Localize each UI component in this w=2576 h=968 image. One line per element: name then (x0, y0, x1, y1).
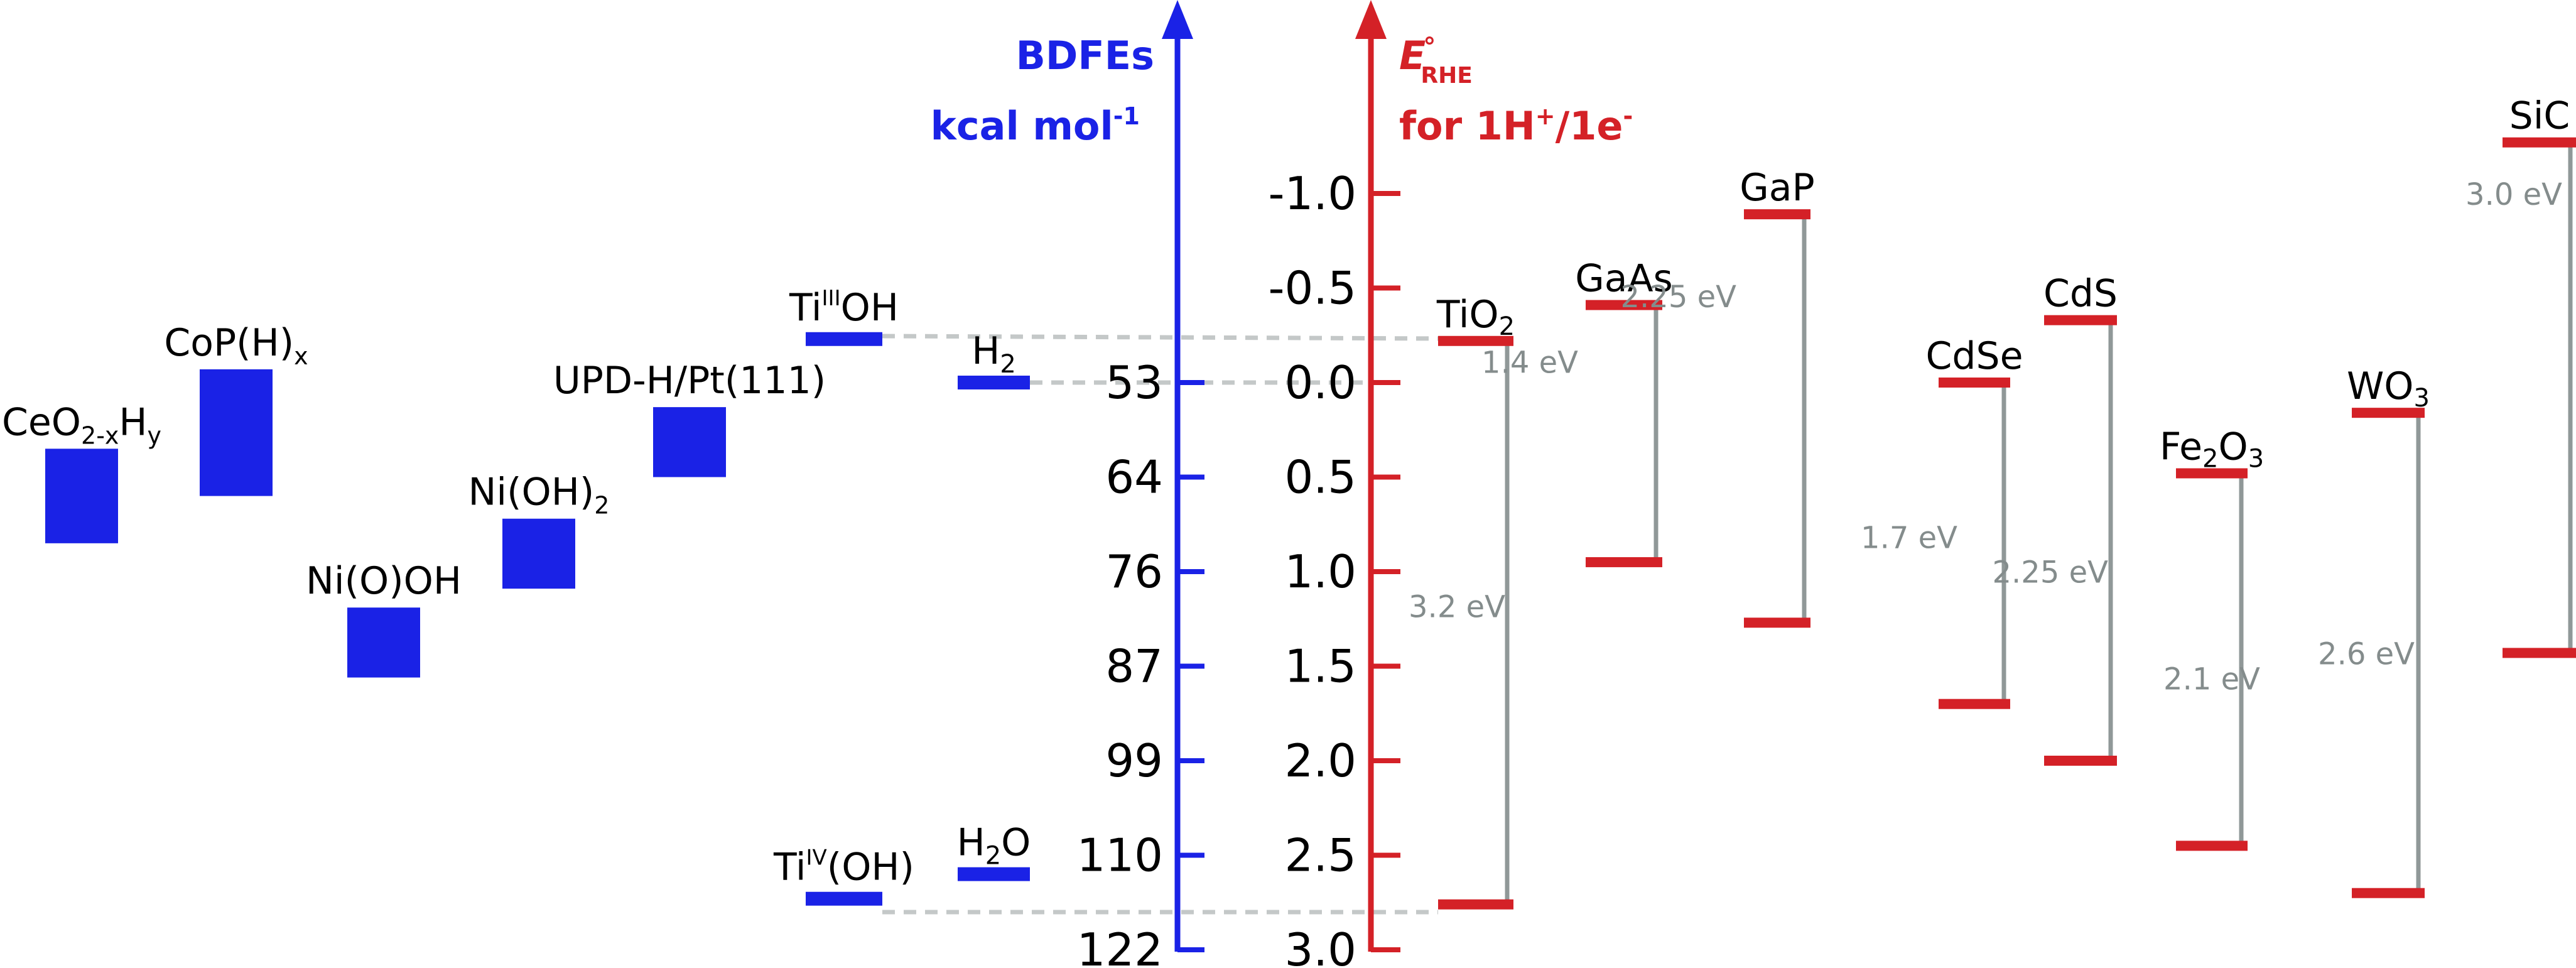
semiconductor-band-edges: TiO2 3.2 eV GaAs 1.4 eV GaP 2.25 eV CdSe 1.7 eV… (1409, 94, 2576, 910)
band-gap-label: 1.7 eV (1861, 521, 1957, 556)
blue-species-levels: TiIIIOH H2 H2O TiIV(OH) (773, 286, 1031, 906)
valence-band-edge (1586, 557, 1662, 567)
potential-tick-label: 0.5 (1284, 451, 1356, 504)
bdfe-tick-label: 53 (1105, 356, 1163, 409)
potential-axis-title: E° RHE (1399, 33, 1473, 89)
band-gap-label: 3.0 eV (2465, 177, 2562, 212)
bdfe-tick-label: 87 (1105, 640, 1163, 693)
bdfe-tick-label: 110 (1077, 829, 1163, 882)
potential-tick-label: 1.0 (1284, 545, 1356, 598)
semiconductor-label: GaAs (1575, 257, 1673, 301)
species-block (653, 407, 726, 477)
conduction-band-edge (2352, 408, 2425, 418)
band-gap-label: 1.4 eV (1481, 345, 1578, 381)
conduction-band-edge (2503, 137, 2576, 148)
conduction-band-edge (1744, 209, 1810, 220)
potential-axis-subtitle: for 1H+/1e- (1399, 102, 1633, 149)
semiconductor-label: CdS (2043, 272, 2118, 316)
species-label: Ni(OH)2 (468, 470, 610, 519)
species-level-label: H2O (957, 821, 1031, 871)
semiconductor-label: Fe2O3 (2160, 425, 2264, 473)
band-gap-label: 3.2 eV (1409, 589, 1505, 624)
bdfe-tick-label: 99 (1105, 734, 1163, 787)
bdfe-axis: BDFEs kcal mol-1 53 64 76 87 99 110 122 (931, 0, 1204, 968)
potential-tick-label: -0.5 (1269, 262, 1356, 315)
bdfe-axis-arrowhead (1162, 0, 1193, 39)
conduction-band-edge (1939, 378, 2010, 388)
semiconductor-label: GaP (1740, 166, 1814, 210)
species-level-bar (958, 376, 1030, 389)
bdfe-axis-title: BDFEs (1016, 33, 1154, 79)
species-label: UPD-H/Pt(111) (553, 359, 826, 403)
valence-band-edge (1939, 699, 2010, 709)
potential-tick-label: 1.5 (1284, 640, 1356, 693)
conduction-band-edge (2176, 468, 2248, 479)
semiconductor-label: CdSe (1926, 334, 2023, 378)
band-gap-label: 2.25 eV (1621, 280, 1737, 315)
species-label: Ni(O)OH (306, 559, 462, 603)
bdfe-tick-label: 64 (1105, 451, 1163, 504)
potential-tick-label: 2.5 (1284, 829, 1356, 882)
species-level-bar (806, 332, 882, 346)
species-level-label: TiIIIOH (789, 286, 899, 330)
potential-axis-arrowhead (1355, 0, 1387, 39)
band-gap-label: 2.6 eV (2318, 636, 2415, 672)
valence-band-edge (1438, 899, 1513, 910)
species-block (200, 369, 273, 496)
band-gap-label: 2.25 eV (1993, 555, 2109, 590)
semiconductor-label: SiC (2509, 94, 2570, 138)
species-block (347, 607, 420, 678)
species-level-label: TiIV(OH) (773, 846, 914, 889)
species-label: CoP(H)x (164, 321, 308, 370)
species-label: CeO2-xHy (2, 400, 161, 449)
dashed-connectors (882, 334, 1439, 915)
conduction-band-edge (1438, 335, 1513, 346)
valence-band-edge (1744, 617, 1810, 628)
bdfe-axis-unit: kcal mol-1 (931, 102, 1140, 149)
species-level-bar (958, 867, 1030, 881)
valence-band-edge (2503, 648, 2576, 658)
potential-axis: E° RHE for 1H+/1e- -1.0 -0.5 0.0 0.5 1.0 1.5 2.… (1269, 0, 1633, 968)
species-block (502, 518, 575, 589)
dashed-connector-tiiii-oh (882, 334, 1439, 341)
valence-band-edge (2044, 756, 2117, 766)
potential-tick-label: 3.0 (1284, 923, 1356, 968)
bdfe-tick-label: 122 (1077, 923, 1163, 968)
potential-tick-label: 0.0 (1284, 356, 1356, 409)
potential-tick-label: -1.0 (1269, 167, 1356, 220)
species-block (45, 449, 118, 543)
semiconductor-label: TiO2 (1436, 293, 1515, 341)
potential-tick-label: 2.0 (1284, 734, 1356, 787)
valence-band-edge (2352, 888, 2425, 898)
species-level-bar (806, 891, 882, 906)
conduction-band-edge (2044, 315, 2117, 325)
semiconductor-label: WO3 (2347, 364, 2430, 413)
conduction-band-edge (1586, 300, 1662, 310)
valence-band-edge (2176, 840, 2248, 851)
bdfe-tick-label: 76 (1105, 545, 1163, 598)
band-gap-label: 2.1 eV (2163, 662, 2260, 697)
species-level-label: H2 (971, 329, 1016, 379)
